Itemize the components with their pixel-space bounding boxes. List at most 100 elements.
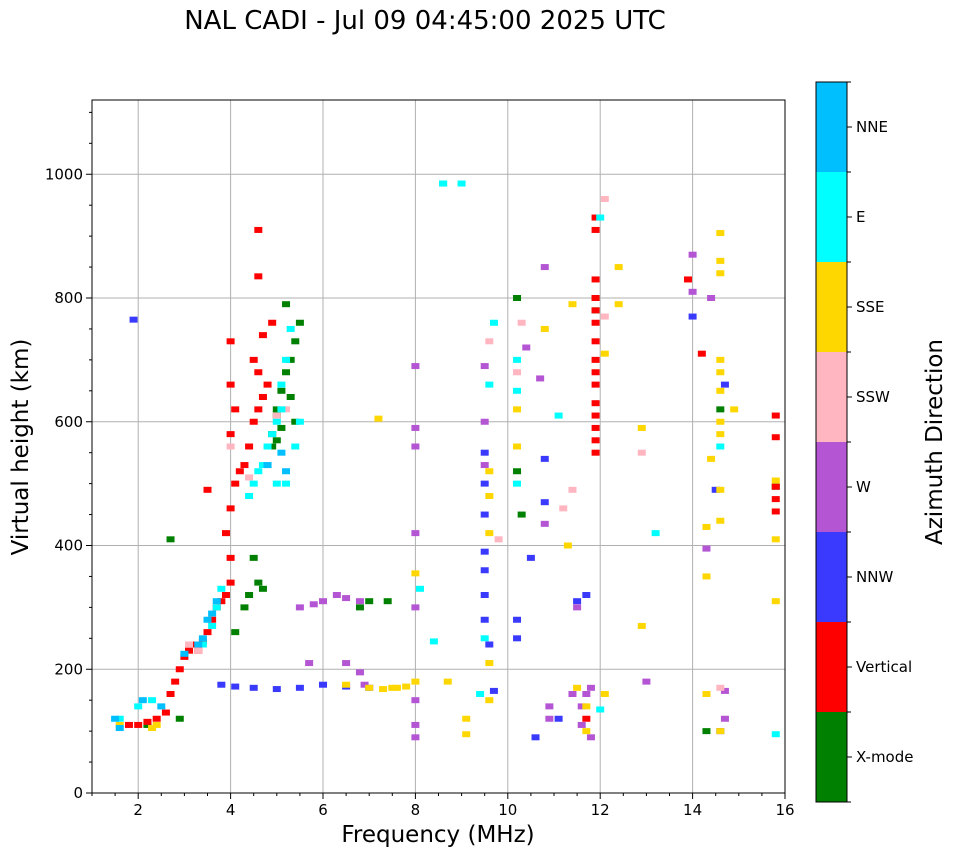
data-point: [771, 412, 780, 419]
colorbar-segment: [816, 352, 847, 442]
x-axis-ticks: 2 4 6 8 10 12 14 16: [91, 793, 795, 819]
data-point: [263, 381, 272, 388]
data-point: [637, 449, 646, 456]
data-point: [254, 406, 263, 413]
data-point: [697, 350, 706, 357]
data-point: [480, 548, 489, 555]
data-point: [489, 319, 498, 326]
x-axis-label: Frequency (MHz): [341, 822, 534, 848]
data-point: [295, 604, 304, 611]
colorbar-segment: [816, 82, 847, 172]
data-point: [365, 684, 374, 691]
data-point: [702, 691, 711, 697]
data-point: [559, 505, 568, 512]
plot-frame: [91, 99, 786, 794]
data-point: [231, 683, 240, 690]
y-axis-label: Virtual height (km): [8, 339, 34, 556]
data-point: [513, 406, 522, 413]
data-point: [716, 486, 725, 493]
data-point: [568, 301, 577, 308]
data-point: [577, 721, 586, 728]
data-point: [231, 629, 240, 636]
data-point: [637, 622, 646, 629]
data-point: [439, 180, 448, 187]
data-point: [203, 629, 212, 636]
data-point: [258, 332, 267, 339]
data-point: [480, 616, 489, 623]
data-point: [702, 573, 711, 580]
data-point: [707, 455, 716, 462]
data-point: [277, 381, 286, 388]
data-point: [282, 406, 291, 413]
y-tick-label: 0: [73, 784, 83, 802]
data-point: [268, 443, 277, 450]
data-point: [226, 431, 235, 438]
data-point: [513, 616, 522, 623]
data-point: [291, 338, 300, 345]
data-point: [591, 369, 600, 376]
data-point: [462, 715, 471, 722]
colorbar-segment: [816, 172, 847, 262]
data-point: [291, 418, 300, 425]
data-point: [591, 319, 600, 326]
data-point: [365, 598, 374, 605]
data-point: [282, 480, 291, 487]
data-point: [152, 715, 161, 722]
data-point: [582, 592, 591, 598]
data-point: [226, 381, 235, 388]
data-point: [319, 598, 327, 605]
data-point: [319, 681, 327, 688]
data-point: [513, 635, 522, 642]
data-point: [203, 616, 212, 623]
data-point: [203, 486, 212, 493]
data-point: [194, 647, 203, 654]
data-point: [115, 721, 124, 728]
data-point: [429, 638, 438, 645]
data-point: [591, 400, 600, 407]
data-point: [582, 703, 591, 710]
data-point: [245, 493, 254, 499]
data-point: [226, 338, 235, 345]
data-point: [185, 641, 194, 648]
colorbar-segment: [816, 262, 847, 352]
data-point: [614, 264, 623, 271]
data-point: [637, 424, 646, 431]
data-point: [582, 715, 591, 722]
data-point: [683, 276, 692, 283]
data-point: [573, 604, 582, 611]
data-point: [540, 499, 549, 506]
grid-lines: [92, 100, 785, 793]
x-tick-label: 14: [683, 801, 702, 819]
data-point: [342, 660, 351, 667]
data-point: [771, 731, 780, 738]
data-point: [282, 356, 291, 363]
data-point: [138, 697, 147, 704]
data-point: [540, 264, 549, 271]
data-point: [600, 691, 609, 697]
data-point: [309, 601, 318, 608]
colorbar-tick-label: SSE: [856, 298, 885, 316]
colorbar-frame: [815, 81, 848, 803]
data-point: [286, 394, 295, 400]
y-tick-label: 1000: [45, 165, 83, 183]
data-point: [517, 319, 526, 326]
data-point: [134, 703, 143, 710]
data-point: [485, 468, 494, 475]
data-point: [411, 424, 420, 431]
data-point: [480, 462, 489, 469]
data-point: [462, 731, 471, 738]
data-point: [111, 715, 120, 722]
data-point: [268, 431, 277, 438]
data-point: [235, 468, 244, 475]
data-point: [688, 313, 697, 320]
colorbar-segment: [816, 532, 847, 622]
data-point: [143, 721, 152, 728]
data-point: [513, 295, 522, 301]
data-point: [249, 554, 258, 561]
y-tick-label: 400: [54, 537, 83, 555]
data-point: [272, 437, 281, 444]
data-point: [485, 381, 494, 388]
data-point: [702, 728, 711, 735]
data-point: [254, 273, 263, 280]
data-point: [263, 462, 272, 469]
